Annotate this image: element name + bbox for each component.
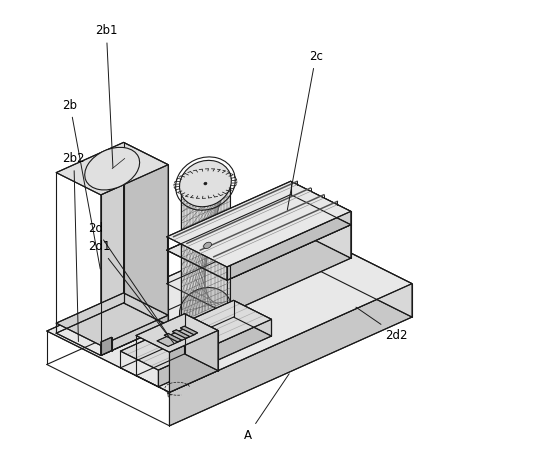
Polygon shape	[101, 315, 168, 356]
Polygon shape	[56, 143, 168, 195]
Ellipse shape	[180, 288, 231, 334]
Polygon shape	[289, 222, 412, 317]
Polygon shape	[185, 314, 218, 370]
Polygon shape	[121, 301, 271, 370]
Text: 2b1: 2b1	[95, 24, 118, 168]
Polygon shape	[290, 195, 351, 258]
Text: 2b2: 2b2	[62, 152, 85, 342]
Polygon shape	[180, 326, 198, 335]
Ellipse shape	[204, 182, 207, 185]
Polygon shape	[123, 293, 168, 325]
Polygon shape	[172, 330, 190, 338]
Polygon shape	[101, 337, 112, 356]
Polygon shape	[123, 143, 168, 325]
Polygon shape	[101, 164, 168, 356]
Polygon shape	[227, 212, 351, 280]
Polygon shape	[169, 330, 218, 392]
Polygon shape	[181, 173, 230, 322]
Ellipse shape	[204, 242, 212, 248]
Polygon shape	[227, 225, 351, 314]
Polygon shape	[167, 195, 351, 280]
Polygon shape	[56, 293, 168, 345]
Text: 2d1: 2d1	[88, 240, 174, 343]
Text: A: A	[244, 374, 289, 442]
Polygon shape	[167, 181, 351, 267]
Text: 2b: 2b	[62, 99, 100, 269]
Polygon shape	[164, 333, 181, 342]
Polygon shape	[290, 181, 351, 225]
Polygon shape	[136, 314, 218, 352]
Text: 2c: 2c	[287, 50, 323, 210]
Polygon shape	[158, 319, 271, 387]
Text: 2d: 2d	[88, 222, 168, 335]
Ellipse shape	[180, 160, 231, 207]
Polygon shape	[157, 329, 195, 346]
Ellipse shape	[85, 147, 140, 190]
Polygon shape	[47, 222, 412, 392]
Text: 2d2: 2d2	[356, 307, 408, 342]
Polygon shape	[169, 284, 412, 426]
Polygon shape	[233, 301, 271, 336]
